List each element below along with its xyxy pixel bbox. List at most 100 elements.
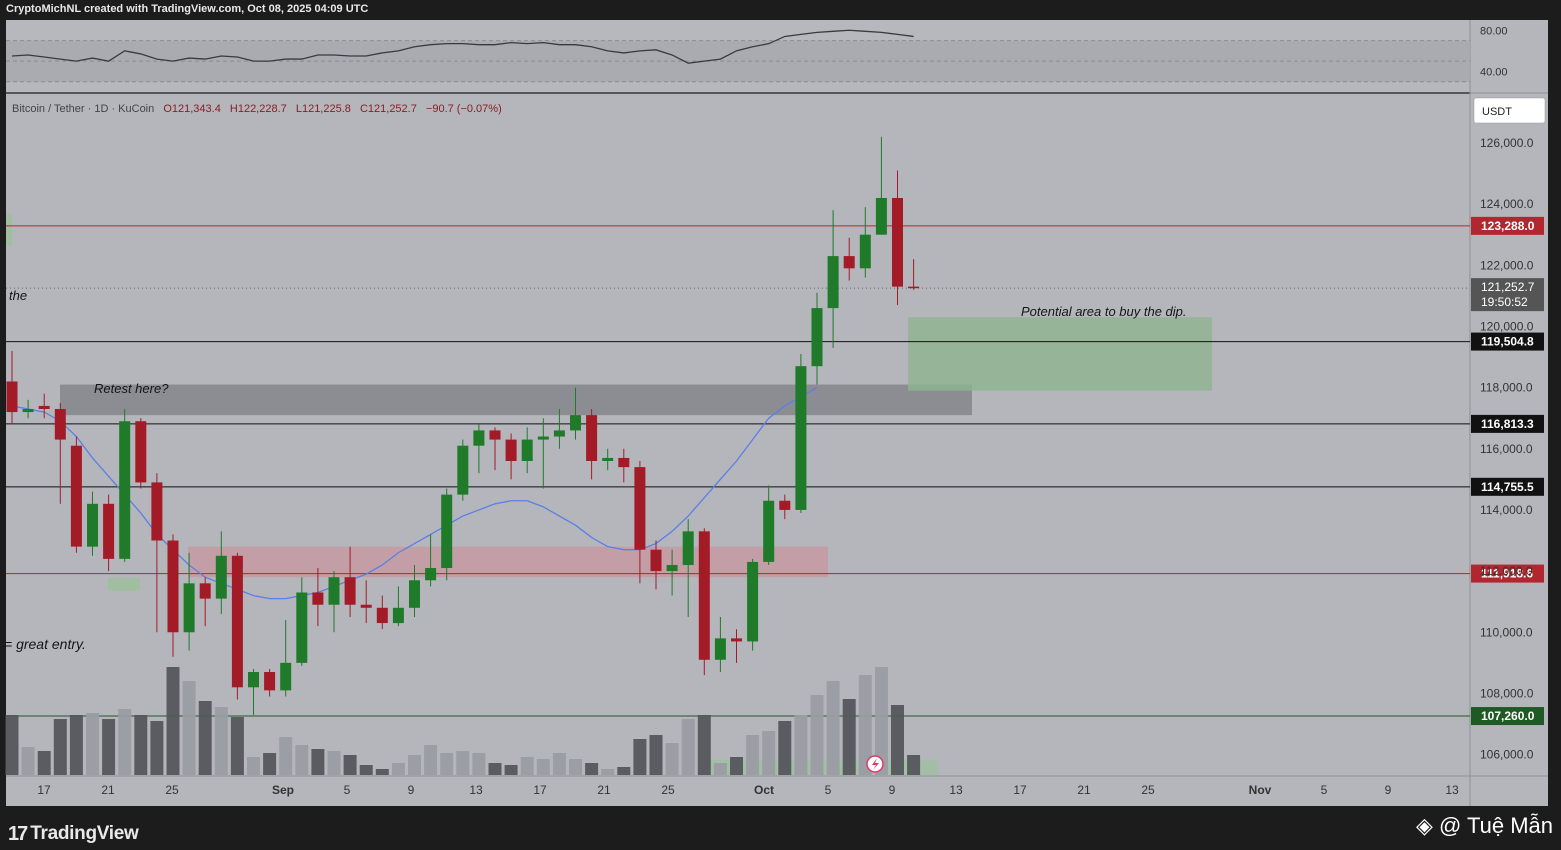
axis-ticks: 126,000.0 124,000.0 122,000.0 120,000.0 118,… (37, 136, 1533, 797)
time-tick-label: 25 (1141, 783, 1155, 797)
candle-body (280, 662, 292, 691)
volume-bar (746, 735, 760, 775)
candle-body (570, 415, 581, 431)
price-line-label-bg (1471, 707, 1544, 726)
price-tick-label: 116,000.0 (1480, 442, 1533, 456)
price-tick-label: 112,000.0 (1480, 564, 1533, 578)
volume-bar (311, 749, 325, 775)
currency-button-bg[interactable] (1473, 97, 1546, 124)
candle-body (151, 482, 163, 541)
tradingview-logo-icon: 17 (8, 822, 28, 845)
high-value: 122,228.7 (238, 103, 287, 115)
candle-body (457, 445, 469, 495)
candle-body (875, 197, 887, 235)
candle-body (747, 561, 759, 642)
left-zone-fragment (6, 214, 12, 246)
price-line-label-bg (1471, 216, 1544, 235)
candle-body (666, 564, 678, 572)
author-credit-text: @ Tuệ Mẫn (1438, 813, 1553, 838)
price-chart[interactable]: 80.00 40.00 123,288.0 119,504.8 116,813.3 11… (0, 0, 1561, 808)
volume-bar (69, 715, 83, 775)
volume-bar (102, 719, 116, 775)
volume-bar (569, 759, 582, 775)
tradingview-logo[interactable]: 17 TradingView (8, 822, 139, 846)
time-tick-label: Nov (1249, 783, 1272, 797)
candle-body (328, 577, 340, 605)
price-tick-label: 108,000.0 (1480, 686, 1534, 700)
candle-body (22, 409, 34, 413)
volume-bar (198, 701, 212, 775)
high-label: H (230, 103, 238, 115)
volume-bar (279, 737, 293, 775)
volume-bar (391, 763, 405, 775)
time-tick-label: 9 (889, 783, 896, 797)
candle-body (215, 555, 227, 599)
candle-body (586, 415, 598, 461)
volume-bar (794, 715, 808, 775)
volume-bar (697, 715, 711, 775)
time-tick-label: 17 (37, 783, 51, 797)
candle-body (489, 430, 501, 440)
price-tick-label: 126,000.0 (1480, 136, 1534, 150)
candle-body (167, 540, 179, 633)
candle-body (376, 607, 388, 624)
candles[interactable] (6, 136, 920, 715)
time-tick-label: 21 (597, 783, 611, 797)
volume-bar (5, 715, 19, 775)
entry-zone-fragment (108, 578, 140, 591)
volume-bar (585, 763, 599, 775)
volume-bar (601, 769, 615, 775)
candle-body (87, 503, 98, 547)
price-tick-label: 106,000.0 (1480, 748, 1534, 762)
volume-bar (375, 769, 389, 775)
attribution-header: CryptoMichNL created with TradingView.co… (6, 3, 369, 15)
volume-bar (891, 705, 904, 775)
volume-bar (247, 757, 260, 775)
candle-body (135, 421, 147, 483)
symbol-legend: Bitcoin / Tether · 1D · KuCoin O121,343.… (12, 103, 502, 115)
time-tick-label: 13 (949, 783, 963, 797)
time-tick-label: 13 (469, 783, 483, 797)
time-tick-label: 25 (165, 783, 179, 797)
volume-bar (214, 707, 228, 775)
candle-body (296, 592, 308, 663)
candle-body (698, 531, 710, 660)
candle-body (763, 500, 775, 562)
candle-body (650, 549, 662, 572)
candle-body (843, 256, 855, 269)
price-axis-bg (1470, 20, 1548, 776)
volume-bar (424, 745, 438, 775)
buy-dip-zone (908, 317, 1212, 391)
currency-button[interactable]: USDT (1482, 106, 1512, 118)
author-credit: ◈ @ Tuệ Mẫn (1416, 812, 1553, 840)
candle-body (119, 421, 131, 559)
time-tick-label: 9 (1385, 783, 1392, 797)
volume-bar (150, 721, 164, 775)
volume-bar (359, 765, 373, 775)
candle-body (859, 234, 871, 269)
volume-bar (907, 755, 921, 775)
candle-body (70, 445, 82, 547)
candle-body (505, 439, 517, 461)
symbol-name: Bitcoin / Tether · 1D · KuCoin (12, 103, 154, 115)
price-line-label: 111,918.6 (1481, 567, 1533, 581)
volume-bar (440, 753, 454, 775)
price-line-label: 116,813.3 (1481, 417, 1534, 431)
candle-body (54, 409, 66, 440)
open-label: O (163, 103, 172, 115)
price-tick-label: 110,000.0 (1480, 625, 1533, 639)
time-tick-label: 5 (1321, 783, 1328, 797)
candle-body (618, 457, 630, 468)
price-lines (6, 225, 1470, 717)
volume-bar (713, 763, 727, 775)
candle-body (6, 381, 18, 413)
candle-body (409, 580, 420, 608)
annotation-retest: Retest here? (94, 381, 169, 396)
candle-body (425, 568, 437, 581)
volume-bars (5, 667, 921, 775)
volume-bar (134, 715, 148, 775)
annotation-great-entry: = great entry. (4, 636, 86, 652)
candle-body (731, 638, 742, 642)
time-axis-bg (6, 776, 1548, 806)
volume-bar (343, 755, 357, 775)
